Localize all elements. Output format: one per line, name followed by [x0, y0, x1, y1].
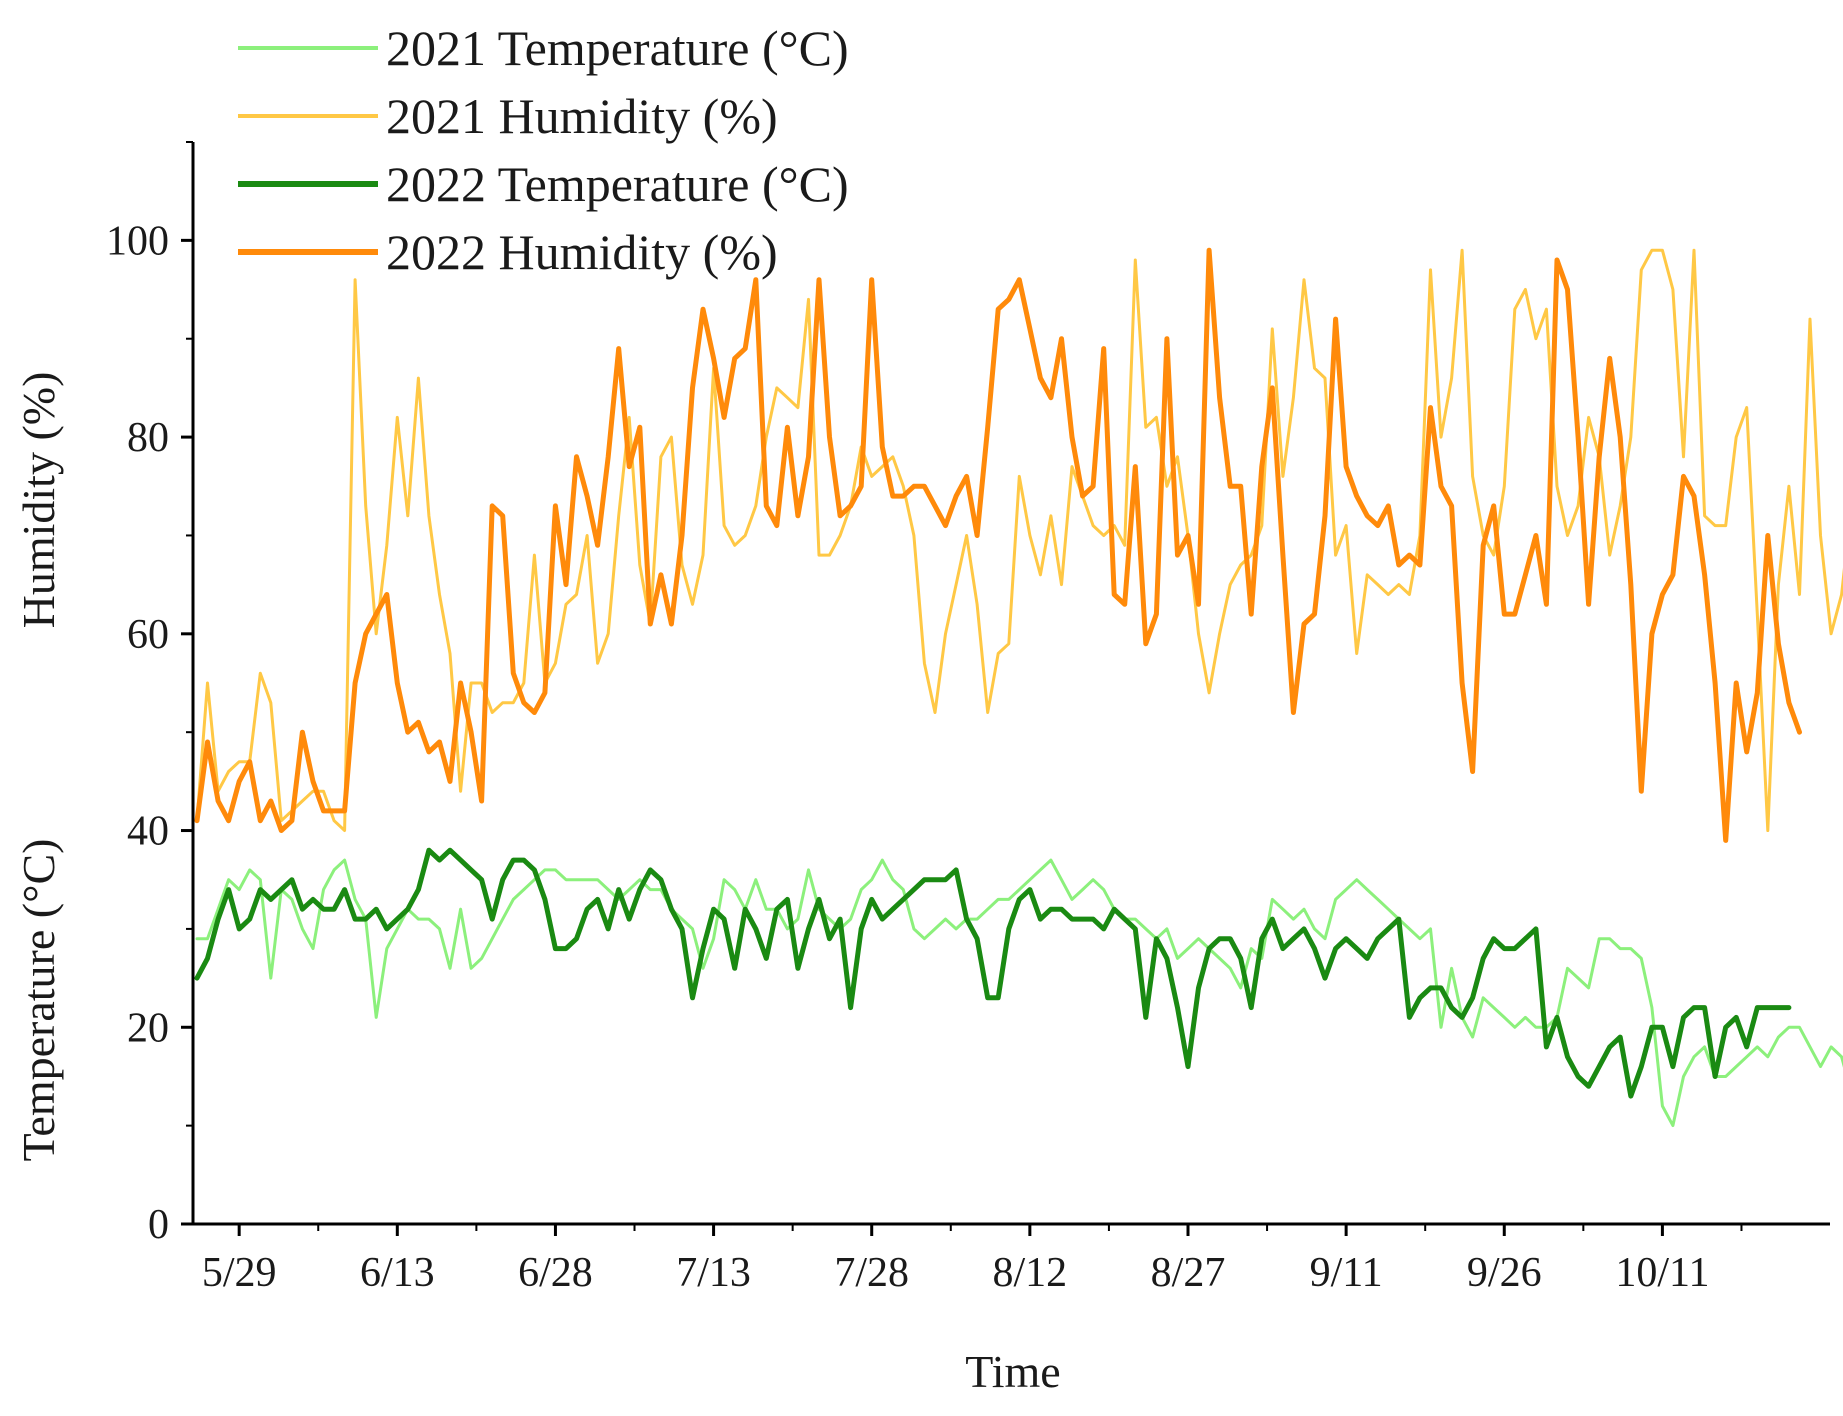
- x-tick-label-1: 6/13: [360, 1250, 435, 1296]
- series-line-2: [194, 847, 1792, 1099]
- x-tick-label-5: 8/12: [993, 1250, 1068, 1296]
- y-tick-label-4: 80: [127, 415, 169, 461]
- x-tick-label-4: 7/28: [834, 1250, 909, 1296]
- legend-label-3: 2022 Humidity (%): [386, 224, 778, 280]
- y-tick-label-2: 40: [127, 809, 169, 855]
- x-axis-title: Time: [965, 1346, 1060, 1397]
- y-tick-label-1: 20: [127, 1005, 169, 1051]
- x-tick-label-9: 10/11: [1615, 1250, 1709, 1296]
- x-tick-label-8: 9/26: [1467, 1250, 1542, 1296]
- x-tick-label-7: 9/11: [1310, 1250, 1383, 1296]
- series-layer: [194, 247, 1843, 1128]
- y-tick-label-0: 0: [148, 1202, 169, 1248]
- y-tick-label-5: 100: [106, 218, 169, 264]
- titles-layer: Time Humidity (%) Temperature (°C): [13, 372, 1061, 1397]
- x-tick-label-0: 5/29: [202, 1250, 277, 1296]
- x-tick-label-3: 7/13: [676, 1250, 751, 1296]
- x-tick-label-6: 8/27: [1151, 1250, 1226, 1296]
- legend-label-1: 2021 Humidity (%): [386, 88, 778, 144]
- ticks-layer: 0 20 40 60 80 100 5/29 6/13 6/28 7/13 7/28 8/12 8/27…: [106, 141, 1743, 1296]
- series-line-3: [194, 247, 1802, 843]
- y-axis-title-temperature: Temperature (°C): [13, 839, 64, 1162]
- legend-label-0: 2021 Temperature (°C): [386, 20, 849, 76]
- y-axis-title-humidity: Humidity (%): [13, 372, 64, 629]
- legend: 2021 Temperature (°C) 2021 Humidity (%) 20…: [238, 20, 849, 280]
- axes-layer: [191, 142, 1830, 1226]
- series-line-1: [195, 248, 1843, 832]
- y-tick-label-3: 60: [127, 612, 169, 658]
- legend-label-2: 2022 Temperature (°C): [386, 156, 849, 212]
- x-tick-label-2: 6/28: [518, 1250, 593, 1296]
- series-line-0: [195, 858, 1843, 1128]
